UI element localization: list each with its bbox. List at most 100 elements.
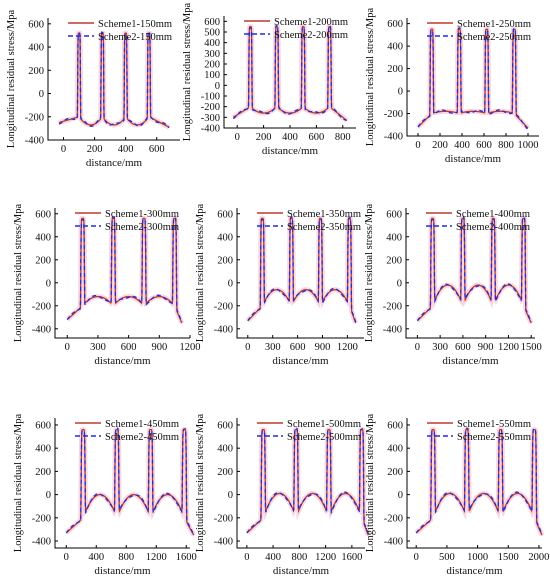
x-axis-title: distance/mm	[272, 355, 329, 367]
y-tick-label: -400	[32, 537, 51, 548]
y-tick-label: 600	[204, 17, 220, 28]
legend-label-scheme1: Scheme1-200mm	[274, 17, 348, 28]
y-tick-label: 400	[217, 232, 233, 243]
axes-frame	[405, 208, 535, 339]
x-tick-label: 1200	[180, 342, 201, 353]
legend-label-scheme2: Scheme2-450mm	[105, 432, 179, 443]
x-tick-label: 0	[415, 140, 420, 151]
series-scheme2-line	[58, 31, 170, 129]
x-tick-label: 800	[291, 552, 307, 563]
legend-label-scheme2: Scheme2-350mm	[287, 222, 361, 233]
x-tick-label: 1200	[315, 552, 336, 563]
y-tick-label: 200	[386, 255, 402, 266]
y-tick-label: 600	[387, 19, 403, 30]
y-tick-label: 200	[28, 66, 44, 77]
y-axis-title: Longitudinal residual stress/Mpa	[195, 204, 206, 343]
x-tick-label: 200	[87, 144, 103, 155]
y-tick-label: -200	[32, 513, 51, 524]
y-axis-title: Longitudinal residual stress/Mpa	[365, 8, 376, 147]
y-tick-label: -200	[214, 513, 233, 524]
x-axis-title: distance/mm	[94, 565, 151, 577]
y-tick-label: -200	[384, 513, 403, 524]
series-scheme1-line	[416, 217, 532, 324]
x-tick-label: 600	[476, 140, 492, 151]
series-scheme2-line	[232, 24, 347, 122]
legend-label-scheme1: Scheme1-450mm	[105, 419, 179, 430]
y-tick-label: -200	[201, 102, 220, 113]
y-tick-label: 0	[228, 490, 233, 501]
legend-label-scheme2: Scheme2-300mm	[105, 222, 179, 233]
x-tick-label: 1200	[146, 552, 167, 563]
legend-label-scheme1: Scheme1-250mm	[457, 19, 531, 30]
y-tick-label: -400	[214, 324, 233, 335]
y-tick-label: 600	[386, 209, 402, 220]
y-tick-label: -300	[201, 113, 220, 124]
x-tick-label: 1600	[341, 552, 362, 563]
axes-frame	[236, 418, 365, 549]
y-tick-label: 400	[35, 232, 51, 243]
y-tick-label: 100	[204, 70, 220, 81]
x-tick-label: 500	[439, 552, 455, 563]
series-scheme2-line	[65, 427, 195, 536]
x-axis-title: distance/mm	[446, 565, 503, 577]
x-tick-label: 400	[454, 140, 470, 151]
axes-frame	[406, 418, 542, 549]
x-axis-title: distance/mm	[86, 157, 143, 169]
x-tick-label: 800	[498, 140, 514, 151]
y-tick-label: 0	[46, 278, 51, 289]
legend-label-scheme2: Scheme2-200mm	[274, 30, 348, 41]
x-tick-label: 600	[290, 342, 306, 353]
x-axis-title: distance/mm	[262, 145, 319, 157]
y-tick-label: 200	[387, 467, 403, 478]
legend-label-scheme1: Scheme1-350mm	[287, 209, 361, 220]
y-tick-label: 400	[204, 38, 220, 49]
x-axis-title: distance/mm	[445, 153, 502, 165]
y-tick-label: 200	[217, 255, 233, 266]
y-tick-label: -200	[25, 112, 44, 123]
y-tick-label: 600	[28, 19, 44, 30]
x-axis-title: distance/mm	[94, 355, 151, 367]
x-tick-label: 900	[151, 342, 167, 353]
y-tick-label: 400	[387, 42, 403, 53]
y-axis-title: Longitudinal residual stress/Mpa	[182, 3, 193, 142]
x-tick-label: 200	[256, 132, 272, 143]
x-tick-label: 900	[315, 342, 331, 353]
axes-frame	[236, 208, 364, 339]
x-tick-label: 300	[265, 342, 281, 353]
x-tick-label: 0	[414, 552, 419, 563]
y-tick-label: 0	[397, 278, 402, 289]
y-tick-label: 200	[387, 64, 403, 75]
legend-label-scheme2: Scheme2-250mm	[457, 32, 531, 43]
y-tick-label: 200	[35, 255, 51, 266]
y-tick-label: -200	[384, 109, 403, 120]
y-tick-label: 0	[46, 490, 51, 501]
y-tick-label: 600	[387, 420, 403, 431]
y-tick-label: 600	[217, 420, 233, 431]
x-tick-label: 600	[121, 342, 137, 353]
legend-label-scheme2: Scheme2-150mm	[98, 32, 172, 43]
x-tick-label: 400	[282, 132, 298, 143]
x-tick-label: 0	[245, 342, 250, 353]
x-tick-label: 0	[244, 552, 249, 563]
legend-label-scheme1: Scheme1-150mm	[98, 19, 172, 30]
x-tick-label: 0	[235, 132, 240, 143]
y-tick-label: -400	[214, 537, 233, 548]
axes-frame	[54, 418, 190, 549]
x-tick-label: 300	[432, 342, 448, 353]
x-tick-label: 1500	[498, 552, 519, 563]
y-axis-title: Longitudinal residual stress/Mpa	[364, 204, 375, 343]
x-tick-label: 0	[61, 144, 66, 155]
x-tick-label: 1000	[518, 140, 539, 151]
y-tick-label: 400	[217, 444, 233, 455]
x-tick-label: 0	[415, 342, 420, 353]
y-tick-label: 200	[204, 60, 220, 71]
x-tick-label: 300	[90, 342, 106, 353]
x-tick-label: 200	[432, 140, 448, 151]
y-tick-label: -400	[25, 136, 44, 147]
y-tick-label: -400	[384, 132, 403, 143]
